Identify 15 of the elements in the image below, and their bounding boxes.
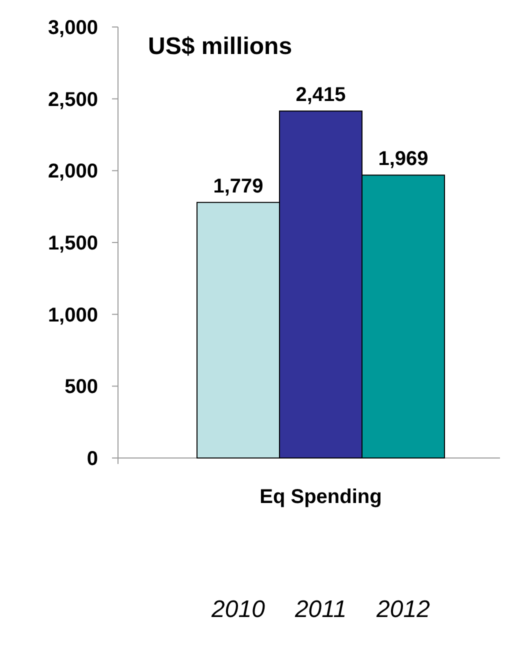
x-tick-label: 2012 [376,596,430,623]
x-tick-label: 2010 [210,596,266,623]
y-tick-label: 2,500 [48,88,98,111]
y-tick-label: 1,500 [48,232,98,254]
y-tick-label: 500 [64,376,98,398]
y-axis-title: US$ millions [148,33,292,60]
data-label: 1,969 [378,148,428,170]
y-tick-label: 3,000 [48,17,98,39]
data-label: 2,415 [296,84,346,106]
x-tick-label: 2011 [294,596,347,623]
y-tick-label: 2,000 [48,160,98,183]
y-tick-label: 0 [86,448,98,470]
data-label: 1,779 [213,175,264,198]
x-axis-title: Eq Spending [260,486,382,508]
y-tick-label: 1,000 [48,304,98,326]
